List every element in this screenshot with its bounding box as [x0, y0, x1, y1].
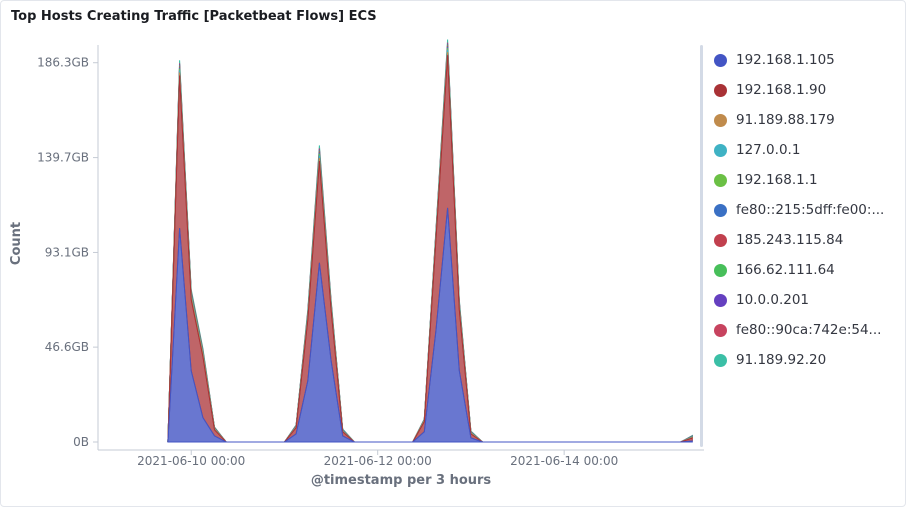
y-tick-label: 186.3GB [37, 56, 89, 70]
legend-color-dot[interactable] [714, 353, 727, 367]
legend-item[interactable]: 192.168.1.90 [714, 75, 900, 105]
legend-item[interactable]: 91.189.88.179 [714, 105, 900, 135]
legend-label: 91.189.92.20 [736, 352, 827, 368]
y-axis-title: Count [9, 222, 24, 265]
y-tick-label: 139.7GB [37, 151, 89, 165]
legend-color-dot[interactable] [714, 293, 727, 307]
y-tick-label: 93.1GB [45, 245, 89, 259]
y-tick-label: 46.6GB [45, 340, 89, 354]
legend-item[interactable]: 10.0.0.201 [714, 285, 900, 315]
legend-label: 166.62.111.64 [736, 262, 835, 278]
legend-label: 10.0.0.201 [736, 292, 809, 308]
legend-label: 127.0.0.1 [736, 142, 801, 158]
x-tick-label: 2021-06-12 00:00 [324, 454, 432, 468]
legend-scrollbar[interactable] [700, 45, 703, 447]
legend-color-dot[interactable] [714, 173, 727, 187]
legend-color-dot[interactable] [714, 203, 727, 217]
x-axis-title: @timestamp per 3 hours [311, 473, 492, 488]
legend-item[interactable]: 127.0.0.1 [714, 135, 900, 165]
chart-axes: 0B 46.6GB 93.1GB 139.7GB 186.3GB 2021-06-10 0… [9, 45, 704, 488]
x-tick-label: 2021-06-14 00:00 [510, 454, 618, 468]
area-series-0[interactable] [167, 207, 693, 443]
legend-item[interactable]: 192.168.1.105 [714, 45, 900, 75]
legend-item[interactable]: fe80::215:5dff:fe00:... [714, 195, 900, 225]
legend-color-dot[interactable] [714, 83, 727, 97]
legend-label: fe80::215:5dff:fe00:... [736, 202, 885, 218]
legend-color-dot[interactable] [714, 323, 727, 337]
y-tick-label: 0B [73, 435, 89, 449]
legend-label: 192.168.1.90 [736, 82, 827, 98]
legend-label: 91.189.88.179 [736, 112, 835, 128]
legend-color-dot[interactable] [714, 53, 727, 67]
x-tick-label: 2021-06-10 00:00 [137, 454, 245, 468]
legend-label: fe80::90ca:742e:54... [736, 322, 882, 338]
legend-color-dot[interactable] [714, 113, 727, 127]
chart-areas [167, 39, 693, 443]
legend-item[interactable]: fe80::90ca:742e:54... [714, 315, 900, 345]
legend-item[interactable]: 166.62.111.64 [714, 255, 900, 285]
chart-legend: 192.168.1.105 192.168.1.90 91.189.88.179 12… [714, 45, 900, 375]
panel-title: Top Hosts Creating Traffic [Packetbeat F… [11, 9, 377, 24]
legend-item[interactable]: 192.168.1.1 [714, 165, 900, 195]
legend-color-dot[interactable] [714, 143, 727, 157]
legend-item[interactable]: 185.243.115.84 [714, 225, 900, 255]
legend-color-dot[interactable] [714, 233, 727, 247]
legend-item[interactable]: 91.189.92.20 [714, 345, 900, 375]
legend-label: 192.168.1.105 [736, 52, 835, 68]
legend-label: 192.168.1.1 [736, 172, 818, 188]
legend-label: 185.243.115.84 [736, 232, 844, 248]
legend-color-dot[interactable] [714, 263, 727, 277]
